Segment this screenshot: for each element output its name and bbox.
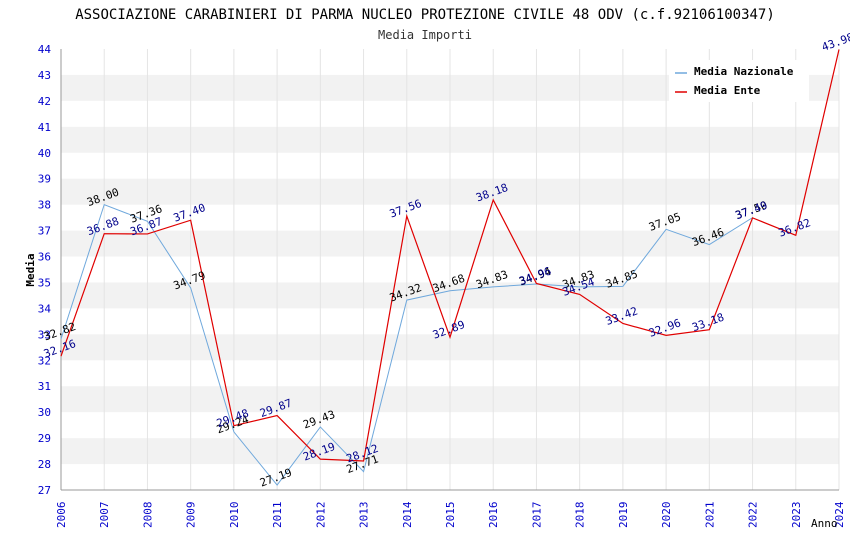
x-tick-label: 2019 [617, 502, 630, 529]
y-tick-labels: 27 28 29 30 31 32 33 34 35 36 37 38 39 40 41 42 43 44 [38, 43, 52, 497]
x-tick-label: 2022 [747, 502, 760, 529]
y-tick-label: 32 [38, 354, 51, 367]
y-tick-label: 38 [38, 199, 51, 212]
y-tick-label: 43 [38, 69, 51, 82]
x-tick-label: 2010 [228, 502, 241, 529]
x-tick-label: 2009 [185, 502, 198, 529]
y-tick-label: 29 [38, 432, 51, 445]
y-tick-label: 37 [38, 225, 51, 238]
y-tick-label: 41 [38, 121, 51, 134]
x-tick-label: 2024 [833, 501, 846, 528]
legend-box [669, 60, 809, 102]
y-tick-label: 30 [38, 406, 51, 419]
x-tick-label: 2013 [358, 502, 371, 529]
x-axis-label: Anno [811, 517, 838, 530]
data-label-nazionale: 27.19 [258, 466, 294, 490]
legend-label-nazionale: Media Nazionale [694, 65, 794, 78]
x-tick-label: 2006 [55, 502, 68, 529]
x-tick-label: 2020 [660, 502, 673, 529]
x-tick-label: 2008 [141, 502, 154, 529]
x-tick-label: 2011 [271, 502, 284, 529]
grid-lines [60, 49, 840, 490]
y-tick-label: 33 [38, 328, 51, 341]
data-label-ente: 43.98 [820, 30, 850, 54]
series-line-nazionale [60, 203, 753, 486]
x-tick-label: 2007 [98, 502, 111, 529]
chart-title: ASSOCIAZIONE CARABINIERI DI PARMA NUCLEO… [75, 7, 775, 23]
y-tick-label: 31 [38, 380, 51, 393]
data-label-ente: 33.18 [690, 311, 726, 335]
x-tick-label: 2014 [401, 501, 414, 528]
legend-label-ente: Media Ente [694, 84, 761, 97]
axes [60, 49, 839, 491]
y-tick-label: 39 [38, 173, 51, 186]
x-tick-label: 2012 [314, 502, 327, 529]
series-line-ente [60, 49, 840, 462]
y-tick-label: 42 [38, 95, 51, 108]
y-tick-label: 28 [38, 458, 51, 471]
x-tick-label: 2016 [487, 502, 500, 529]
y-tick-label: 34 [38, 302, 52, 315]
x-tick-label: 2021 [703, 502, 716, 529]
x-tick-label: 2015 [444, 502, 457, 529]
x-tick-label: 2023 [790, 502, 803, 529]
y-tick-label: 27 [38, 484, 51, 497]
y-tick-label: 44 [38, 43, 52, 56]
legend: Media Nazionale Media Ente [669, 60, 809, 102]
y-tick-label: 35 [38, 276, 51, 289]
y-axis-label: Media [24, 253, 37, 286]
x-tick-labels: 2006 2007 2008 2009 2010 2011 2012 2013 2014 2015… [55, 501, 846, 528]
x-tick-label: 2018 [574, 502, 587, 529]
y-tick-label: 36 [38, 251, 51, 264]
series-lines [60, 49, 840, 486]
chart-subtitle: Media Importi [378, 28, 472, 42]
x-tick-label: 2017 [530, 502, 543, 529]
y-tick-label: 40 [38, 147, 51, 160]
